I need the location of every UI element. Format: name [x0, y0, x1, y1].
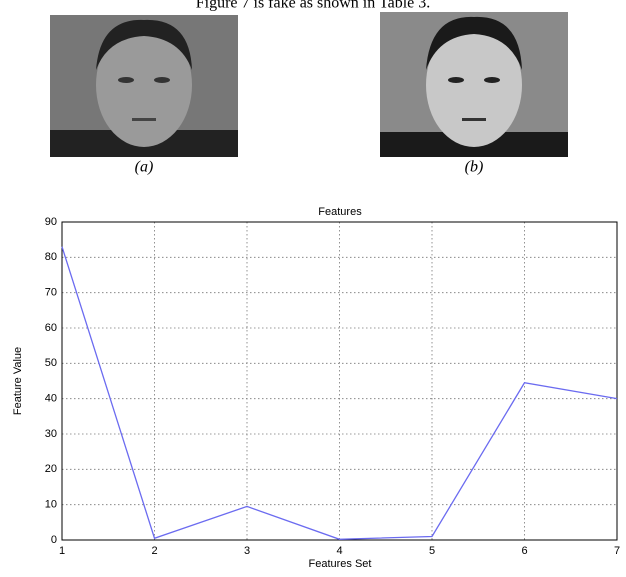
- caption: (a): [135, 159, 154, 176]
- x-tick-label: 3: [244, 545, 250, 557]
- x-tick-label: 1: [59, 545, 65, 557]
- x-tick-label: 7: [614, 545, 620, 557]
- y-tick-label: 40: [45, 393, 57, 405]
- y-tick-label: 80: [45, 251, 57, 263]
- x-tick-label: 5: [429, 545, 435, 557]
- page: Figure 7 is fake as shown in Table 3. (a…: [0, 0, 626, 572]
- chart-title: Features: [318, 206, 362, 218]
- y-tick-label: 60: [45, 322, 57, 334]
- y-tick-label: 50: [45, 357, 57, 369]
- y-tick-label: 10: [45, 499, 57, 511]
- x-tick-label: 4: [336, 545, 342, 557]
- caption: (b): [465, 159, 484, 176]
- plot-frame: [62, 222, 617, 540]
- header-text: Figure 7 is fake as shown in Table 3.: [196, 0, 431, 12]
- x-tick-label: 6: [521, 545, 527, 557]
- y-tick-label: 90: [45, 216, 57, 228]
- y-axis-label: Feature Value: [12, 347, 24, 415]
- y-tick-label: 0: [51, 534, 57, 546]
- photo-a: [50, 15, 238, 157]
- y-tick-label: 70: [45, 287, 57, 299]
- x-axis-label: Features Set: [309, 558, 372, 570]
- photo-b: [380, 12, 568, 157]
- x-tick-label: 2: [151, 545, 157, 557]
- y-tick-label: 20: [45, 463, 57, 475]
- y-tick-label: 30: [45, 428, 57, 440]
